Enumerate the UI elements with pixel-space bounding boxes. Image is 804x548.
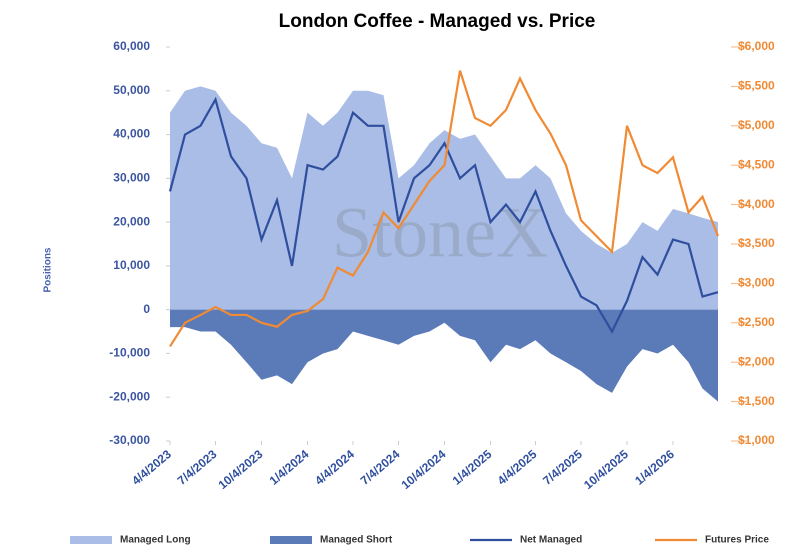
x-tick-label: 10/4/2024	[399, 447, 449, 492]
x-tick-label: 10/4/2023	[216, 447, 266, 492]
x-tick-label: 7/4/2025	[540, 447, 585, 488]
y2-tick-label: $2,000	[738, 354, 775, 368]
legend-swatch	[270, 536, 312, 544]
y2-tick-label: $6,000	[738, 39, 775, 53]
y-tick-label: 30,000	[113, 171, 150, 185]
y2-tick-label: $1,500	[738, 394, 775, 408]
line	[169, 70, 720, 348]
chart-title: London Coffee - Managed vs. Price	[279, 11, 596, 32]
y2-tick-label: $4,500	[738, 157, 775, 171]
line	[168, 96, 719, 334]
legend-label: Net Managed	[520, 535, 582, 546]
legend-label: Managed Long	[120, 535, 191, 546]
x-tick-label: 1/4/2026	[632, 447, 677, 488]
area	[170, 309, 718, 402]
y-tick-label: 50,000	[113, 83, 150, 97]
x-tick-label: 7/4/2023	[175, 447, 220, 488]
x-tick-label: 4/4/2025	[495, 447, 540, 488]
y-tick-label: 40,000	[113, 127, 150, 141]
legend-label: Managed Short	[320, 535, 393, 546]
y2-tick-label: $3,000	[738, 276, 775, 290]
y2-tick-label: $5,000	[738, 118, 775, 132]
y2-tick-label: $4,000	[738, 197, 775, 211]
watermark: StoneX	[332, 193, 548, 273]
y2-tick-label: $2,500	[738, 315, 775, 329]
y-tick-label: -20,000	[109, 389, 150, 403]
x-tick-label: 1/4/2024	[267, 447, 312, 488]
y-tick-label: 60,000	[113, 39, 150, 53]
x-tick-label: 4/4/2024	[312, 447, 357, 488]
x-tick-label: 1/4/2025	[450, 447, 495, 488]
y-axis-label: Positions	[43, 247, 54, 292]
area	[170, 86, 718, 310]
legend-swatch	[70, 536, 112, 544]
x-tick-label: 7/4/2024	[358, 447, 403, 488]
y2-tick-label: $3,500	[738, 236, 775, 250]
y-tick-label: 20,000	[113, 214, 150, 228]
x-tick-label: 4/4/2023	[129, 447, 174, 488]
y2-tick-label: $5,500	[738, 79, 775, 93]
y-tick-label: -30,000	[109, 433, 150, 447]
legend-label: Futures Price	[705, 535, 769, 546]
y-tick-label: 10,000	[113, 258, 150, 272]
x-tick-label: 10/4/2025	[581, 447, 631, 492]
y-tick-label: -10,000	[109, 346, 150, 360]
y2-tick-label: $1,000	[738, 433, 775, 447]
y-tick-label: 0	[143, 302, 150, 316]
